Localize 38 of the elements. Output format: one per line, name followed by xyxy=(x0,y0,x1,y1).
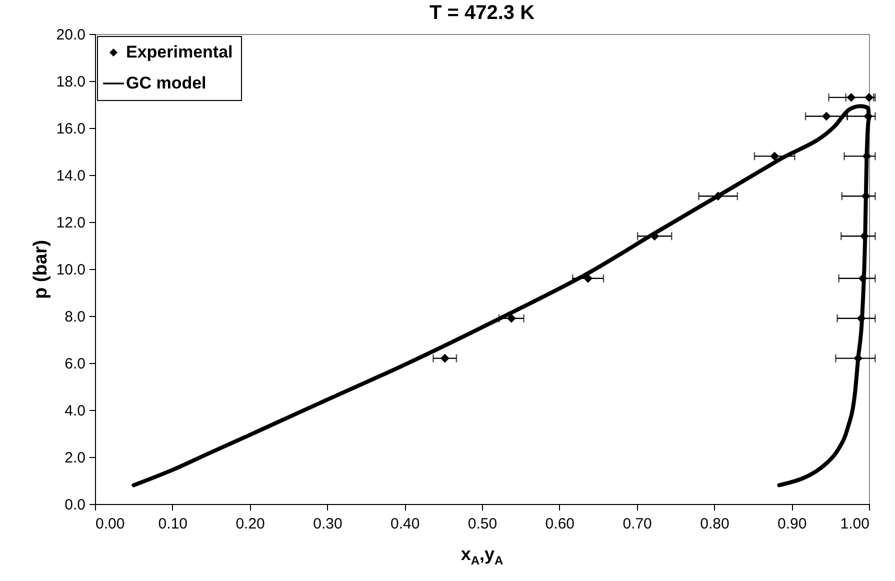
x-tick-label: 1.00 xyxy=(840,516,870,532)
x-tick-label: 0.30 xyxy=(313,516,342,532)
legend-label: Experimental xyxy=(126,42,233,62)
line-series xyxy=(132,104,871,488)
y-tick-label: 0.0 xyxy=(64,496,86,514)
point xyxy=(856,314,866,323)
x-tick-label: 0.00 xyxy=(96,516,125,532)
x-axis-title: x$_{A}$,y$_{A}$ xyxy=(460,544,504,568)
point xyxy=(714,192,723,201)
point xyxy=(440,354,450,363)
x-tick-label: 0.50 xyxy=(468,516,498,532)
y-tick-label: 18.0 xyxy=(56,74,86,90)
x-tick-label: 0.40 xyxy=(390,516,420,532)
y-tick-label: 20.0 xyxy=(56,26,86,44)
point xyxy=(770,152,780,161)
x-tick-label: 0.10 xyxy=(158,516,188,532)
x-tick-label: 0.70 xyxy=(622,516,652,532)
y-tick-label: 2.0 xyxy=(64,450,86,466)
point xyxy=(864,92,874,102)
x-tick-label: 0.20 xyxy=(236,516,265,532)
chart-title: T = 472.3 K xyxy=(429,2,536,24)
x-tick-label: 0.60 xyxy=(545,516,574,532)
y-tick-label: 14.0 xyxy=(56,168,86,184)
y-tick-label: 10.0 xyxy=(56,262,86,278)
x-tick-label: 0.90 xyxy=(778,516,807,532)
point xyxy=(506,314,516,323)
y-axis-title: p (bar) xyxy=(30,240,52,300)
x-tick-label: 0.80 xyxy=(700,516,730,532)
point xyxy=(860,232,869,241)
point xyxy=(846,92,856,102)
y-tick-label: 6.0 xyxy=(64,356,86,372)
y-tick-label: 8.0 xyxy=(64,308,86,326)
y-tick-label: 4.0 xyxy=(64,402,86,420)
y-tick-label: 12.0 xyxy=(56,214,86,232)
legend-label: GC model xyxy=(126,74,206,92)
y-tick-label: 16.0 xyxy=(56,120,86,138)
point xyxy=(858,274,868,283)
point xyxy=(822,112,831,121)
